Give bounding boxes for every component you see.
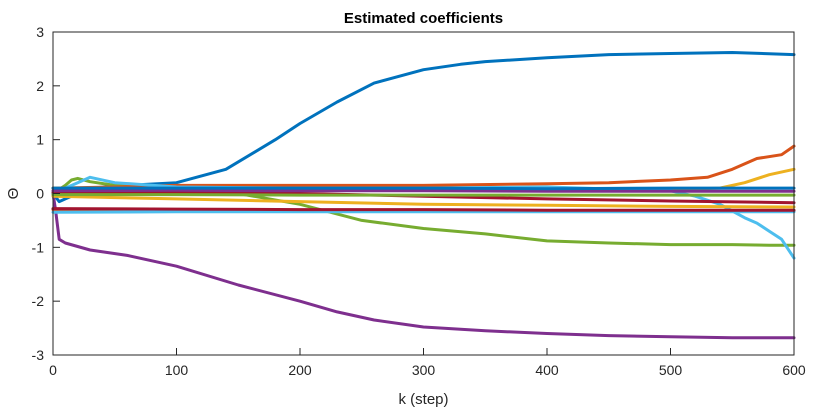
x-tick-label: 200 [288, 362, 312, 378]
series-line-11 [51, 186, 796, 191]
y-tick-label: 2 [36, 78, 44, 94]
series-line-4 [51, 144, 796, 190]
x-axis-label: k (step) [398, 391, 448, 408]
plot-frame [52, 31, 795, 356]
x-tick-label: 400 [535, 362, 559, 378]
y-tick-label: -2 [32, 293, 45, 309]
x-tick-label: 500 [659, 362, 683, 378]
y-tick-label: 1 [36, 132, 44, 148]
y-tick-label: 0 [36, 186, 44, 202]
series-line-13 [51, 210, 796, 214]
y-axis-label: Θ [5, 188, 22, 200]
series-line-10 [51, 188, 796, 193]
series-line-8 [51, 194, 796, 209]
x-tick-label: 600 [782, 362, 806, 378]
series-line-2 [51, 192, 796, 340]
y-tick-label: -3 [32, 347, 45, 363]
y-axis-ticks: -3 -2 -1 0 1 2 3 [32, 24, 60, 363]
series-line-14 [51, 207, 796, 212]
x-tick-label: 100 [165, 362, 189, 378]
series-layer [51, 51, 796, 340]
y-tick-label: -1 [32, 239, 45, 255]
x-tick-label: 300 [412, 362, 436, 378]
x-axis-ticks: 0 100 200 300 400 500 600 [49, 348, 806, 378]
y-tick-label: 3 [36, 24, 44, 40]
series-line-12 [51, 193, 796, 197]
x-tick-label: 0 [49, 362, 57, 378]
chart-title: Estimated coefficients [344, 10, 503, 27]
